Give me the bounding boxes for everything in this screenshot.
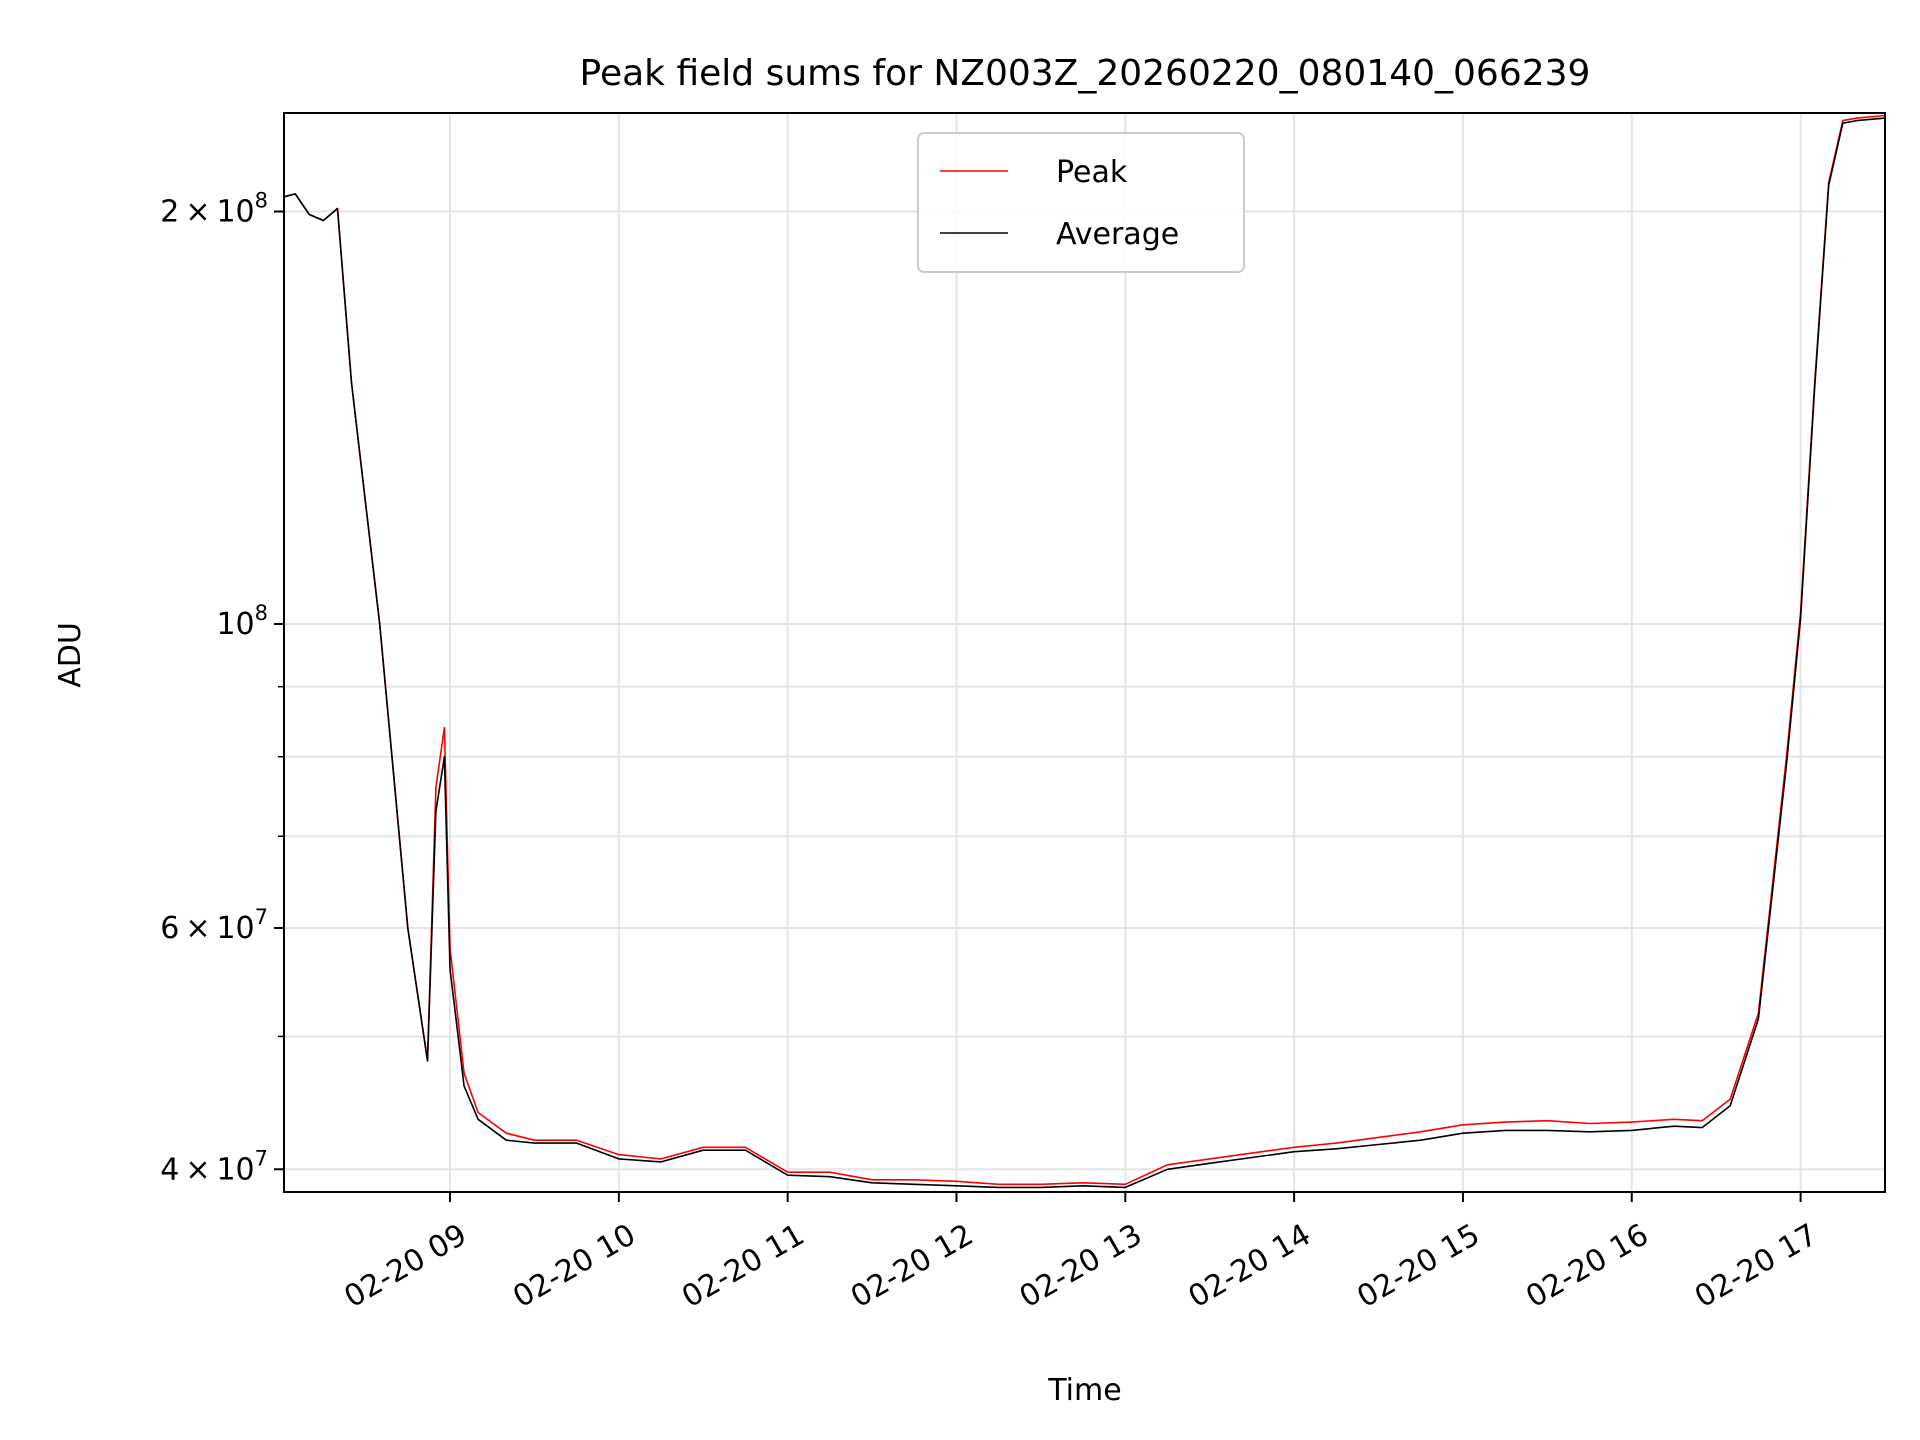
x-tick-label: 02-20 12 [845, 1217, 979, 1315]
y-tick-label: 2 × 108 [160, 188, 268, 229]
y-axis-ticks: 4 × 107 6 × 107 108 2 × 108 [160, 188, 284, 1187]
plot-lines [283, 114, 1886, 1189]
x-tick-label: 02-20 09 [338, 1217, 472, 1315]
legend-label-average: Average [1056, 217, 1179, 252]
x-tick-label: 02-20 16 [1520, 1217, 1654, 1315]
y-tick-label: 6 × 107 [160, 905, 268, 946]
x-axis-ticks: 02-20 09 02-20 10 02-20 11 02-20 12 02-20 13… [338, 1192, 1823, 1315]
x-tick-label: 02-20 17 [1689, 1217, 1823, 1315]
x-tick-label: 02-20 13 [1014, 1217, 1148, 1315]
x-tick-label: 02-20 14 [1183, 1217, 1317, 1315]
legend-box [917, 132, 1245, 273]
x-tick-label: 02-20 11 [676, 1217, 810, 1315]
y-tick-label: 108 [216, 601, 268, 642]
plot-frame [283, 112, 1886, 1193]
series-line-peak [283, 114, 1886, 1186]
grid [284, 113, 1885, 1192]
series-line-average [283, 117, 1886, 1189]
legend-label-peak: Peak [1056, 155, 1128, 190]
x-tick-label: 02-20 10 [507, 1217, 641, 1315]
x-axis-label: Time [1047, 1373, 1121, 1408]
chart-title: Peak field sums for NZ003Z_20260220_0801… [580, 53, 1591, 94]
y-tick-label: 4 × 107 [160, 1146, 268, 1187]
x-tick-label: 02-20 15 [1351, 1217, 1485, 1315]
legend: Peak Average [917, 132, 1245, 273]
y-axis-label: ADU [53, 622, 88, 688]
